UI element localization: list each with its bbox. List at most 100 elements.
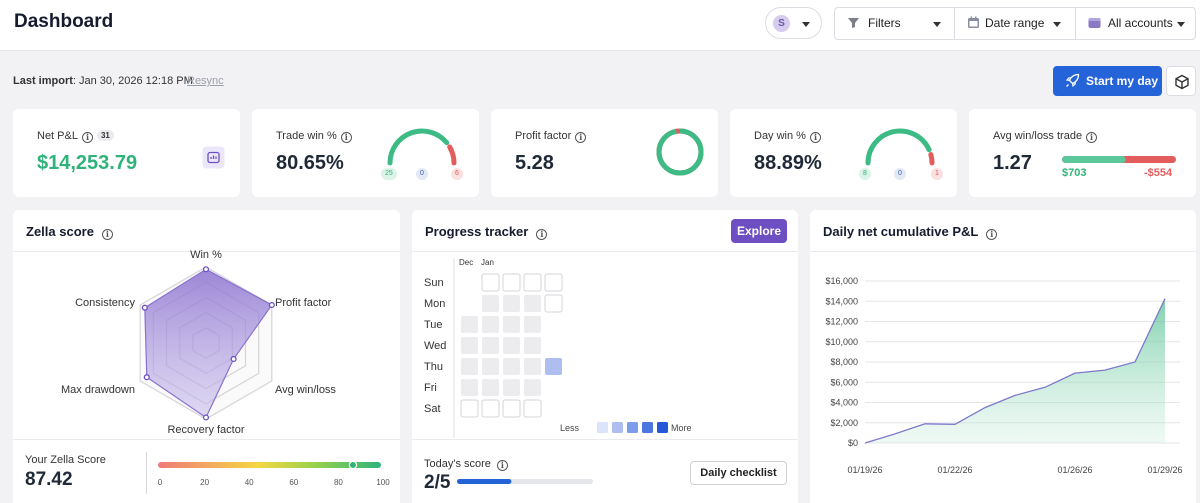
heatmap-cell[interactable] [461, 379, 478, 396]
account-avatar-button[interactable]: S [765, 7, 822, 39]
cube-icon [1175, 74, 1189, 90]
heatmap-cell[interactable] [524, 337, 541, 354]
accounts-dropdown[interactable]: All accounts [1076, 8, 1195, 39]
info-icon[interactable]: i [340, 132, 352, 143]
gauge-loss-arc [928, 151, 935, 166]
trade-count-badge: 31 [96, 130, 114, 141]
info-icon[interactable]: i [536, 229, 548, 240]
radar-point [202, 414, 210, 421]
start-my-day-label: Start my day [1086, 74, 1159, 88]
day-win-gauge [865, 128, 935, 166]
radar-point [230, 355, 237, 363]
date-range-label: Date range [985, 16, 1045, 30]
trade-win-title: Trade win % i [276, 130, 352, 143]
heatmap-cell[interactable] [482, 295, 499, 312]
heatmap-cell[interactable] [461, 316, 478, 333]
heatmap-cell[interactable] [482, 358, 499, 375]
info-icon[interactable]: i [496, 460, 508, 471]
daily-checklist-button[interactable]: Daily checklist [690, 461, 787, 485]
heatmap-cell[interactable] [502, 273, 521, 292]
filter-icon [848, 18, 859, 28]
zella-score-scale: 0 20 40 60 80 100 [158, 460, 390, 487]
heatmap-cell[interactable] [503, 358, 520, 375]
legend-swatch [612, 422, 623, 433]
info-icon[interactable]: i [101, 229, 113, 240]
profit-factor-ring [656, 128, 704, 176]
heatmap-cell[interactable] [523, 399, 542, 418]
heatmap-cell[interactable] [461, 358, 478, 375]
heatmap-cell[interactable] [545, 358, 562, 375]
day-label: Mon [424, 298, 445, 310]
info-icon[interactable]: i [1086, 132, 1098, 143]
heatmap-cell[interactable] [524, 358, 541, 375]
day-win-value: 88.89% [754, 152, 822, 174]
day-label: Thu [424, 361, 443, 373]
day-win-title: Day win % i [754, 130, 821, 143]
zella-score-panel: Zella score i Win % Profit factor Avg win/l… [13, 210, 400, 503]
today-score-value: 2/5 [424, 472, 451, 493]
month-label: Jan [481, 258, 494, 267]
info-icon[interactable]: i [575, 132, 587, 143]
heatmap-cell[interactable] [503, 337, 520, 354]
scale-tick-label: 0 [158, 478, 163, 487]
info-icon[interactable]: i [81, 132, 93, 143]
today-score-bar [457, 479, 593, 484]
today-score-label: Today's score [424, 458, 491, 470]
explore-button[interactable]: Explore [731, 219, 787, 243]
heatmap-cell[interactable] [544, 273, 563, 292]
chart-title: Daily net cumulative P&L [823, 224, 979, 239]
heatmap-cell[interactable] [503, 295, 520, 312]
profit-factor-title: Profit factor i [515, 130, 587, 143]
heatmap-cell[interactable] [460, 399, 479, 418]
day-label: Wed [424, 340, 446, 352]
progress-tracker-title: Progress tracker i [425, 224, 548, 240]
cube-button[interactable] [1166, 66, 1196, 96]
heatmap-cell[interactable] [482, 316, 499, 333]
heatmap-cell[interactable] [502, 399, 521, 418]
heatmap-cell[interactable] [481, 273, 500, 292]
resync-link[interactable]: Resync [187, 75, 224, 87]
heatmap-cell[interactable] [482, 379, 499, 396]
cumulative-pnl-title: Daily net cumulative P&L i [823, 224, 998, 240]
heatmap-cell[interactable] [524, 379, 541, 396]
day-label: Tue [424, 319, 443, 331]
heatmap-cell[interactable] [481, 399, 500, 418]
scale-tick-label: 40 [245, 478, 254, 487]
radar-axis-label: Profit factor [275, 297, 332, 309]
zella-score-title: Zella score i [26, 224, 113, 240]
start-my-day-button[interactable]: Start my day [1053, 66, 1162, 96]
filter-bar: Filters Date range All accounts [834, 7, 1196, 40]
progress-tracker-label: Progress tracker [425, 224, 529, 239]
divider [810, 251, 1196, 252]
y-tick-label: $8,000 [830, 357, 858, 367]
month-label: Dec [459, 258, 473, 267]
zella-score-caption: Your Zella Score [25, 454, 106, 466]
cumulative-pnl-chart: $0 $2,000 $4,000 $6,000 $8,000 $10,000 $12,000… [825, 276, 1182, 475]
zella-score-marker [348, 460, 358, 470]
profit-factor-value: 5.28 [515, 152, 554, 174]
legend-swatch [597, 422, 608, 433]
progress-tracker-panel: Progress tracker i Explore Dec Jan Sun Mon Tu… [412, 210, 798, 503]
date-range-dropdown[interactable]: Date range [955, 8, 1076, 39]
heatmap-cell[interactable] [503, 316, 520, 333]
y-tick-label: $4,000 [830, 398, 858, 408]
heatmap-cell[interactable] [524, 295, 541, 312]
gauge-win-arc [865, 128, 932, 166]
heatmap-cell[interactable] [523, 273, 542, 292]
heatmap-cell[interactable] [544, 294, 563, 313]
filters-dropdown[interactable]: Filters [835, 8, 955, 39]
y-tick-label: $0 [848, 438, 858, 448]
heatmap-cell[interactable] [461, 337, 478, 354]
scale-tick-label: 60 [289, 478, 298, 487]
heatmap-cell[interactable] [524, 316, 541, 333]
day-win-label: Day win % [754, 130, 806, 142]
info-icon[interactable]: i [809, 132, 821, 143]
divider [13, 439, 400, 440]
heatmap-cell[interactable] [503, 379, 520, 396]
chart-icon[interactable] [202, 146, 225, 169]
trade-breakeven-count: 0 [416, 168, 428, 180]
heatmap-cell[interactable] [482, 337, 499, 354]
legend-swatch [657, 422, 668, 433]
info-icon[interactable]: i [986, 229, 998, 240]
radar-axis-label: Consistency [75, 297, 135, 309]
